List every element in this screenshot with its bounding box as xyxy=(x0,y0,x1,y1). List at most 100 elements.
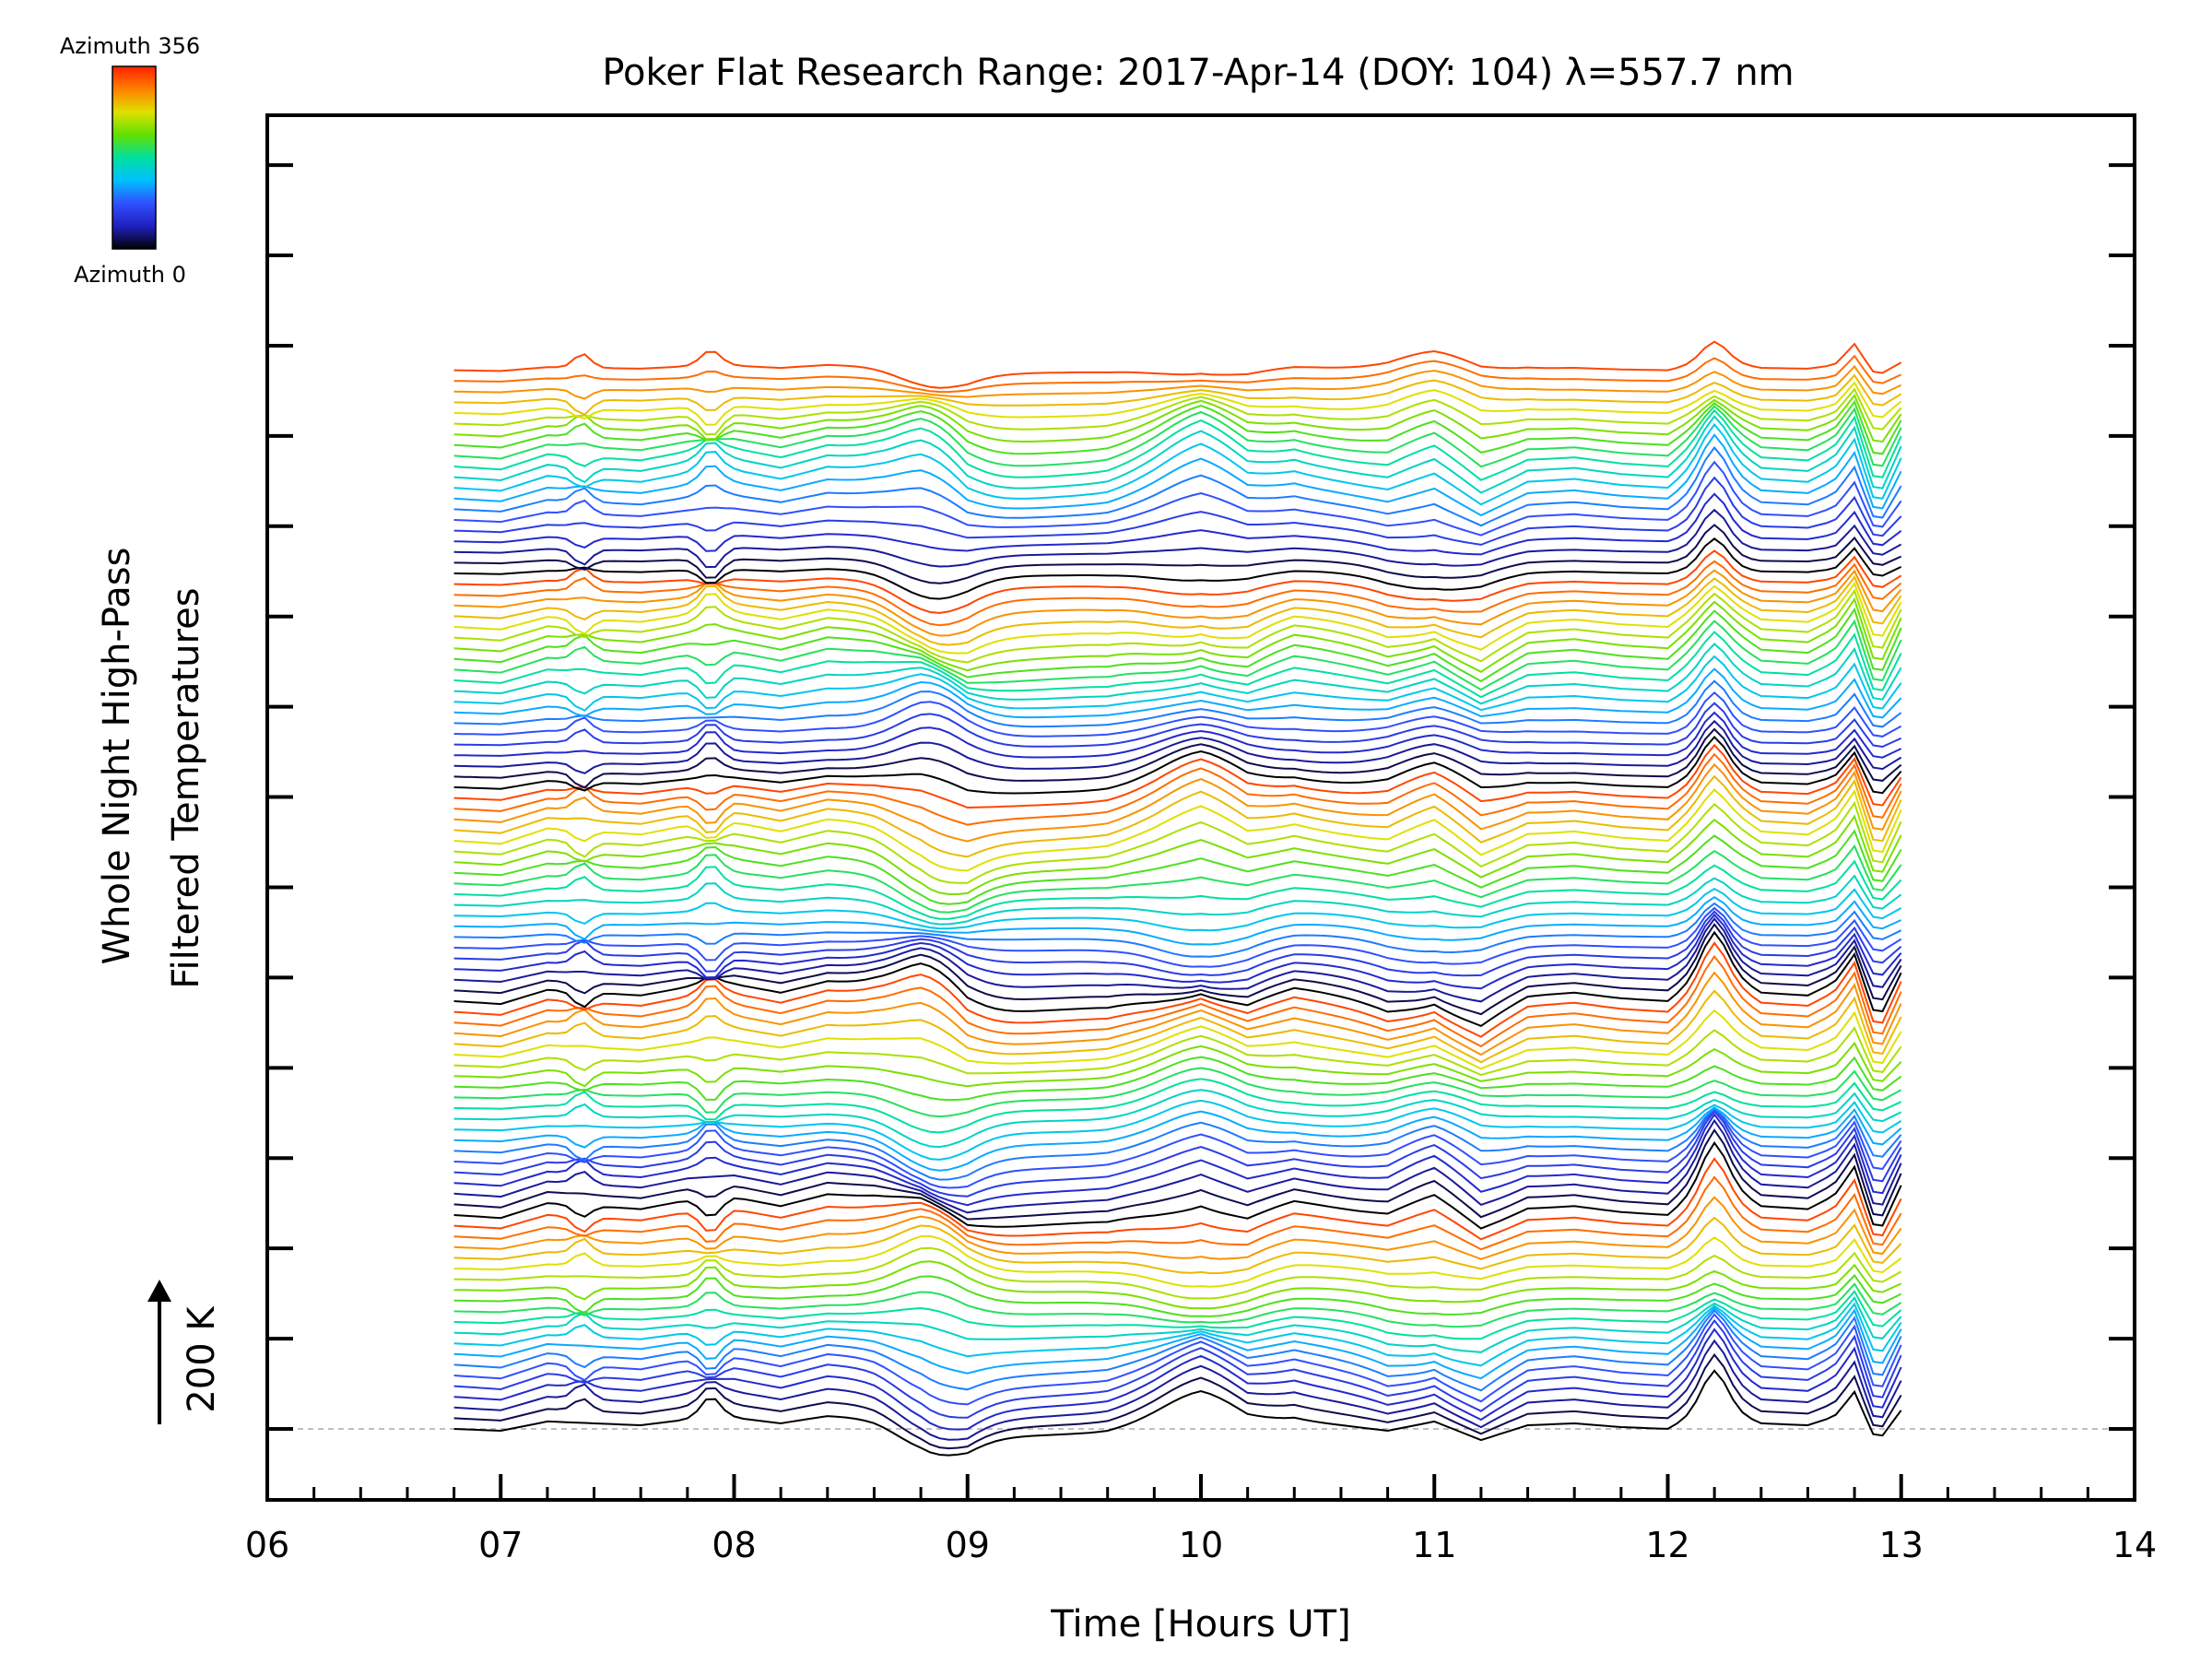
temperature-trace xyxy=(453,631,1902,699)
x-tick-label: 10 xyxy=(1179,1525,1223,1565)
temperature-trace xyxy=(453,393,1902,443)
temperature-trace xyxy=(453,1113,1902,1207)
colorbar-bottom-label: Azimuth 0 xyxy=(74,262,186,288)
temperature-trace xyxy=(453,1196,1902,1260)
temperature-trace xyxy=(453,906,1902,968)
temperature-trace xyxy=(453,1106,1902,1172)
temperature-trace xyxy=(453,667,1902,719)
temperature-trace xyxy=(453,415,1902,494)
temperature-trace xyxy=(453,679,1902,728)
temperature-trace xyxy=(453,524,1902,584)
temperature-trace xyxy=(453,917,1902,1003)
temperature-trace xyxy=(453,913,1902,990)
temperature-trace xyxy=(453,874,1902,926)
temperature-trace xyxy=(453,989,1902,1064)
temperature-trace xyxy=(453,727,1902,789)
temperature-trace xyxy=(453,1318,1902,1419)
temperature-trace xyxy=(453,788,1902,872)
x-tick-label: 08 xyxy=(712,1525,756,1565)
temperature-trace xyxy=(453,930,1902,1028)
temperature-trace xyxy=(453,1282,1902,1328)
temperature-trace xyxy=(453,743,1902,809)
scale-indicator: 200 K xyxy=(147,1280,223,1424)
temperature-trace xyxy=(453,1328,1902,1431)
temperature-trace xyxy=(453,460,1902,537)
temperature-trace xyxy=(453,762,1902,843)
temperature-trace xyxy=(453,492,1902,556)
temperature-trace xyxy=(453,1009,1902,1070)
temperature-trace xyxy=(453,1108,1902,1189)
temperature-trace xyxy=(453,1067,1902,1118)
temperature-trace xyxy=(453,1290,1902,1340)
temperature-trace xyxy=(453,399,1902,455)
temperature-trace xyxy=(453,508,1902,569)
temperature-trace xyxy=(453,655,1902,712)
temperature-trace xyxy=(453,1026,1902,1077)
temperature-trace xyxy=(453,1234,1902,1288)
temperature-trace xyxy=(453,387,1902,436)
x-tick-label: 14 xyxy=(2112,1525,2157,1565)
temperature-trace xyxy=(453,405,1902,468)
temperature-trace xyxy=(453,711,1902,759)
temperature-trace xyxy=(453,1078,1902,1134)
temperature-trace xyxy=(453,690,1902,738)
temperature-trace xyxy=(453,1313,1902,1406)
temperature-trace xyxy=(453,1175,1902,1251)
temperature-trace xyxy=(453,910,1902,977)
colorbar: Azimuth 356 Azimuth 0 xyxy=(60,33,200,288)
temperature-trace xyxy=(453,619,1902,691)
temperature-trace xyxy=(453,1216,1902,1275)
x-axis-label: Time [Hours UT] xyxy=(1050,1603,1350,1646)
temperature-trace xyxy=(453,354,1902,394)
temperature-trace xyxy=(453,1109,1902,1198)
temperature-trace xyxy=(453,422,1902,506)
temperature-trace xyxy=(453,433,1902,517)
axis-ticks xyxy=(265,163,2136,1500)
temperature-trace xyxy=(453,941,1902,1038)
scale-label: 200 K xyxy=(181,1305,223,1413)
x-tick-labels: 06 07 08 09 10 11 12 13 14 xyxy=(245,1525,2157,1565)
x-tick-label: 09 xyxy=(946,1525,990,1565)
trace-group xyxy=(453,340,1902,1457)
temperature-trace xyxy=(453,887,1902,932)
temperature-trace xyxy=(453,1260,1902,1310)
temperature-trace xyxy=(453,549,1902,614)
temperature-trace xyxy=(453,1118,1902,1214)
scale-arrow-head xyxy=(147,1280,171,1302)
y-axis-label-line1: Whole Night High-Pass xyxy=(96,548,138,965)
temperature-trace xyxy=(453,373,1902,416)
temperature-trace xyxy=(453,408,1902,481)
temperature-trace xyxy=(453,537,1902,600)
temperature-trace xyxy=(453,896,1902,946)
temperature-trace xyxy=(453,1273,1902,1317)
temperature-trace xyxy=(453,340,1902,389)
temperature-trace xyxy=(453,829,1902,905)
temperature-trace xyxy=(453,971,1902,1056)
x-tick-label: 11 xyxy=(1412,1525,1456,1565)
y-axis-label-line2: Filtered Temperatures xyxy=(165,587,207,988)
temperature-trace xyxy=(453,1369,1902,1457)
temperature-trace xyxy=(453,607,1902,683)
temperature-trace xyxy=(453,774,1902,858)
temperature-trace xyxy=(453,719,1902,774)
temperature-trace xyxy=(453,575,1902,646)
colorbar-top-label: Azimuth 356 xyxy=(60,33,200,59)
temperature-trace xyxy=(453,445,1902,527)
temperature-trace xyxy=(453,1246,1902,1300)
temperature-trace xyxy=(453,364,1902,400)
temperature-trace xyxy=(453,588,1902,664)
temperature-trace xyxy=(453,923,1902,1016)
temperature-trace xyxy=(453,736,1902,795)
temperature-trace xyxy=(453,1309,1902,1392)
colorbar-gradient xyxy=(112,65,157,250)
x-tick-label: 13 xyxy=(1879,1525,1924,1565)
temperature-trace xyxy=(453,1127,1902,1221)
temperature-trace xyxy=(453,581,1902,655)
x-tick-label: 07 xyxy=(478,1525,523,1565)
temperature-trace xyxy=(453,800,1902,884)
temperature-trace xyxy=(453,1306,1902,1380)
temperature-trace xyxy=(453,1056,1902,1102)
temperature-trace xyxy=(453,381,1902,426)
